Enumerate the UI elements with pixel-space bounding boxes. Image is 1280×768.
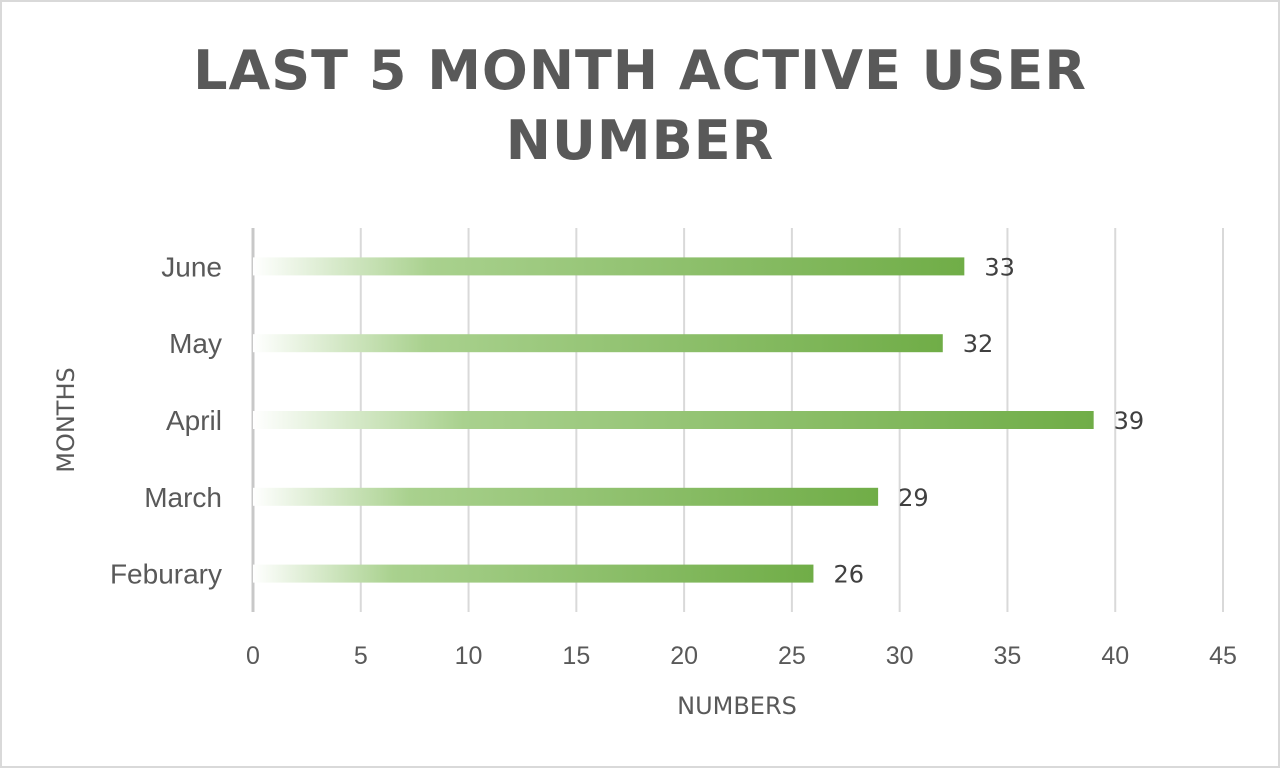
x-tick-label: 30: [886, 642, 914, 670]
bar: [253, 257, 965, 276]
bar: [253, 564, 814, 583]
bar: [253, 334, 943, 353]
y-tick-label: April: [166, 405, 222, 436]
data-label: 39: [1114, 407, 1145, 435]
y-tick-label: June: [161, 251, 222, 282]
x-axis-title: NUMBERS: [677, 692, 797, 720]
data-label: 29: [898, 484, 929, 512]
chart-title-line-1: LAST 5 MONTH ACTIVE USER: [193, 39, 1087, 102]
y-tick-labels: Feburary March April May June: [110, 251, 222, 589]
chart-title-line-2: NUMBER: [505, 109, 775, 172]
x-tick-label: 25: [778, 642, 806, 670]
chart-title: LAST 5 MONTH ACTIVE USER NUMBER: [0, 36, 1280, 176]
bars: [253, 257, 1094, 583]
x-tick-labels: 0 5 10 15 20 25 30 35 40 45: [246, 642, 1237, 670]
x-tick-label: 45: [1209, 642, 1237, 670]
bar: [253, 487, 879, 506]
x-tick-label: 10: [455, 642, 483, 670]
x-tick-label: 0: [246, 642, 260, 670]
data-label: 32: [963, 330, 994, 358]
bar: [253, 411, 1094, 429]
y-tick-label: March: [144, 482, 222, 513]
x-tick-label: 15: [562, 642, 590, 670]
x-tick-label: 40: [1101, 642, 1129, 670]
x-tick-label: 35: [994, 642, 1022, 670]
y-axis-title: MONTHS: [52, 367, 80, 473]
data-label: 26: [833, 561, 864, 589]
y-tick-label: Feburary: [110, 559, 222, 590]
x-tick-label: 20: [670, 642, 698, 670]
x-tick-label: 5: [354, 642, 368, 670]
data-label: 33: [984, 253, 1015, 281]
y-tick-label: May: [169, 328, 222, 359]
data-labels: 26 29 39 32 33: [833, 253, 1144, 588]
